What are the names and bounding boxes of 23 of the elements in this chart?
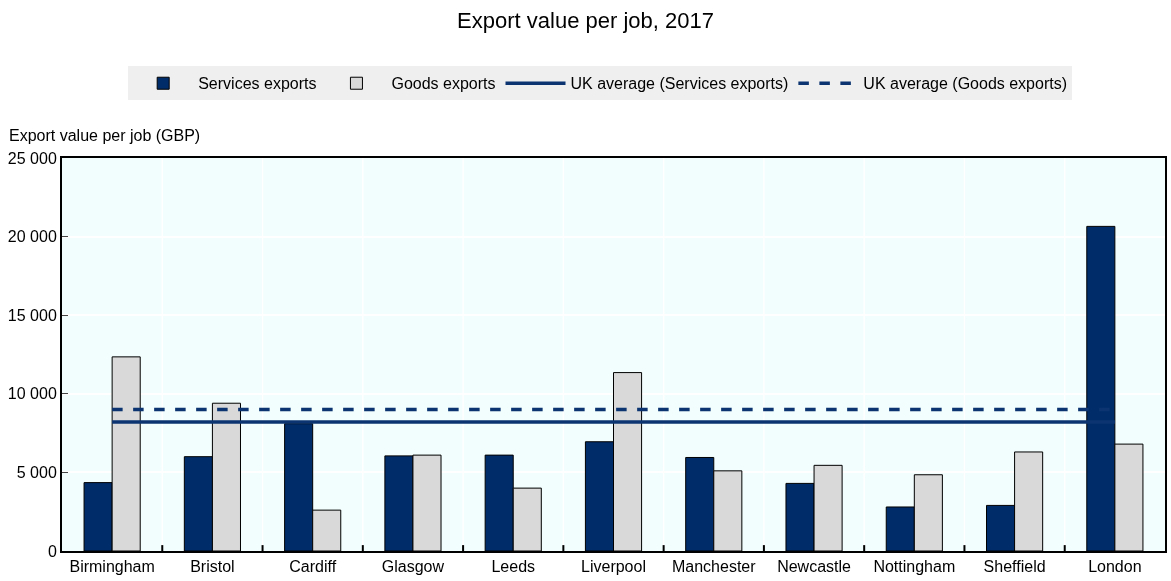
x-tick-label: Liverpool	[581, 558, 646, 576]
legend-label: Goods exports	[391, 75, 496, 93]
x-tick-label: Glasgow	[381, 558, 445, 576]
x-tick-label: Sheffield	[983, 558, 1046, 576]
x-tick-label: Leeds	[491, 558, 536, 576]
y-tick-label: 5 000	[16, 464, 57, 481]
legend-label: UK average (Services exports)	[570, 75, 789, 93]
x-tick-label: Manchester	[671, 558, 757, 576]
y-tick-label: 15 000	[7, 306, 57, 324]
x-tick-label: London	[1088, 558, 1142, 576]
y-tick-label: 10 000	[7, 385, 57, 403]
y-axis-title: Export value per job (GBP)	[9, 127, 201, 144]
legend-label: Services exports	[198, 75, 317, 93]
x-tick-label: Birmingham	[69, 558, 155, 576]
legend-label: UK average (Goods exports)	[863, 75, 1068, 93]
chart-title: Export value per job, 2017	[457, 8, 714, 34]
y-tick-label: 20 000	[7, 228, 57, 246]
x-tick-label: Nottingham	[873, 558, 956, 576]
x-tick-label: Cardiff	[289, 558, 337, 576]
y-tick-label: 25 000	[7, 149, 57, 167]
x-tick-label: Bristol	[190, 558, 235, 576]
y-tick-label: 0	[47, 542, 57, 560]
x-tick-label: Newcastle	[777, 558, 852, 576]
